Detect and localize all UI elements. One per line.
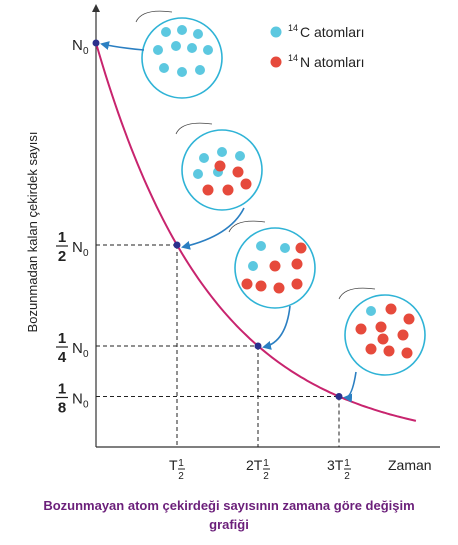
c14-atom	[366, 306, 376, 316]
y-axis-label: Bozunmadan kalan çekirdek sayısı	[25, 132, 40, 333]
n14-atom	[295, 242, 307, 254]
legend-label: N atomları	[300, 54, 365, 70]
x-tick-label: 3T	[327, 457, 344, 473]
n14-atom	[232, 166, 244, 178]
c14-atom	[235, 151, 245, 161]
n14-atom	[291, 258, 303, 270]
chart-caption: Bozunmayan atom çekirdeği sayısının zama…	[0, 496, 458, 534]
x-tick-sub-den: 2	[178, 471, 184, 482]
c14-atom	[217, 147, 227, 157]
n14-atom	[375, 321, 387, 333]
y-tick-subscript: 0	[83, 46, 89, 57]
c14-atom	[199, 153, 209, 163]
c14-atom	[280, 243, 290, 253]
n14-atom	[397, 329, 409, 341]
pointer-arrow	[343, 371, 357, 403]
c14-atom	[195, 65, 205, 75]
data-point	[335, 393, 343, 400]
y-tick-label: N	[72, 37, 83, 54]
y-tick-fraction-num: 1	[58, 330, 66, 347]
n14-atom	[385, 303, 397, 315]
n14-atom	[403, 313, 415, 325]
y-tick-fraction-num: 1	[58, 229, 66, 246]
n14-atom	[269, 260, 281, 272]
x-tick-label: 2T	[246, 457, 263, 473]
pointer-arrow	[181, 207, 245, 250]
legend-mass-number: 14	[288, 23, 298, 33]
y-tick-label: N	[72, 391, 83, 408]
y-tick-fraction-den: 4	[58, 349, 67, 366]
n14-atom	[291, 278, 303, 290]
y-tick-subscript: 0	[83, 400, 89, 411]
x-axis-label: Zaman	[388, 457, 432, 473]
x-tick-sub-den: 2	[263, 471, 269, 482]
c14-atom	[177, 25, 187, 35]
y-tick-subscript: 0	[83, 349, 89, 360]
data-point	[173, 241, 181, 249]
x-tick-sub-den: 2	[344, 471, 350, 482]
n14-atom	[222, 184, 234, 196]
n14-atom	[240, 178, 252, 190]
caption-line-2: grafiği	[209, 517, 249, 532]
legend-mass-number: 14	[288, 53, 298, 63]
sample-circle	[141, 17, 223, 99]
c14-atom	[171, 41, 181, 51]
c14-atom	[153, 45, 163, 55]
c14-atom	[193, 29, 203, 39]
sample-sketch-stroke	[338, 287, 376, 300]
n14-atom	[355, 323, 367, 335]
c14-atom	[159, 63, 169, 73]
y-tick-fraction-num: 1	[58, 381, 66, 398]
n14-atom	[273, 282, 285, 294]
caption-line-1: Bozunmayan atom çekirdeği sayısının zama…	[43, 498, 415, 513]
x-tick-sub-num: 1	[178, 458, 184, 469]
legend-marker	[270, 56, 282, 68]
n14-atom	[401, 347, 413, 359]
sample-sketch-stroke	[175, 122, 213, 135]
n14-atom	[214, 160, 226, 172]
y-tick-fraction-den: 8	[58, 400, 66, 417]
n14-atom	[202, 184, 214, 196]
y-tick-subscript: 0	[83, 248, 89, 259]
n14-atom	[383, 345, 395, 357]
y-tick-label: N	[72, 239, 83, 256]
c14-atom	[161, 27, 171, 37]
c14-atom	[256, 241, 266, 251]
pointer-arrow	[100, 41, 145, 51]
c14-atom	[177, 67, 187, 77]
n14-atom	[377, 333, 389, 345]
c14-atom	[248, 261, 258, 271]
c14-atom	[187, 43, 197, 53]
data-point	[254, 342, 262, 350]
c14-atom	[193, 169, 203, 179]
n14-atom	[241, 278, 253, 290]
x-tick-label: T	[169, 457, 178, 473]
y-tick-fraction-den: 2	[58, 248, 66, 265]
data-point	[92, 39, 100, 47]
legend-label: C atomları	[300, 24, 365, 40]
n14-atom	[255, 280, 267, 292]
x-tick-sub-num: 1	[263, 458, 269, 469]
pointer-arrow	[262, 305, 291, 350]
sample-sketch-stroke	[228, 220, 266, 233]
y-tick-label: N	[72, 340, 83, 357]
x-tick-sub-num: 1	[344, 458, 350, 469]
legend-marker	[270, 26, 282, 38]
n14-atom	[365, 343, 377, 355]
sample-sketch-stroke	[135, 10, 173, 23]
c14-atom	[203, 45, 213, 55]
